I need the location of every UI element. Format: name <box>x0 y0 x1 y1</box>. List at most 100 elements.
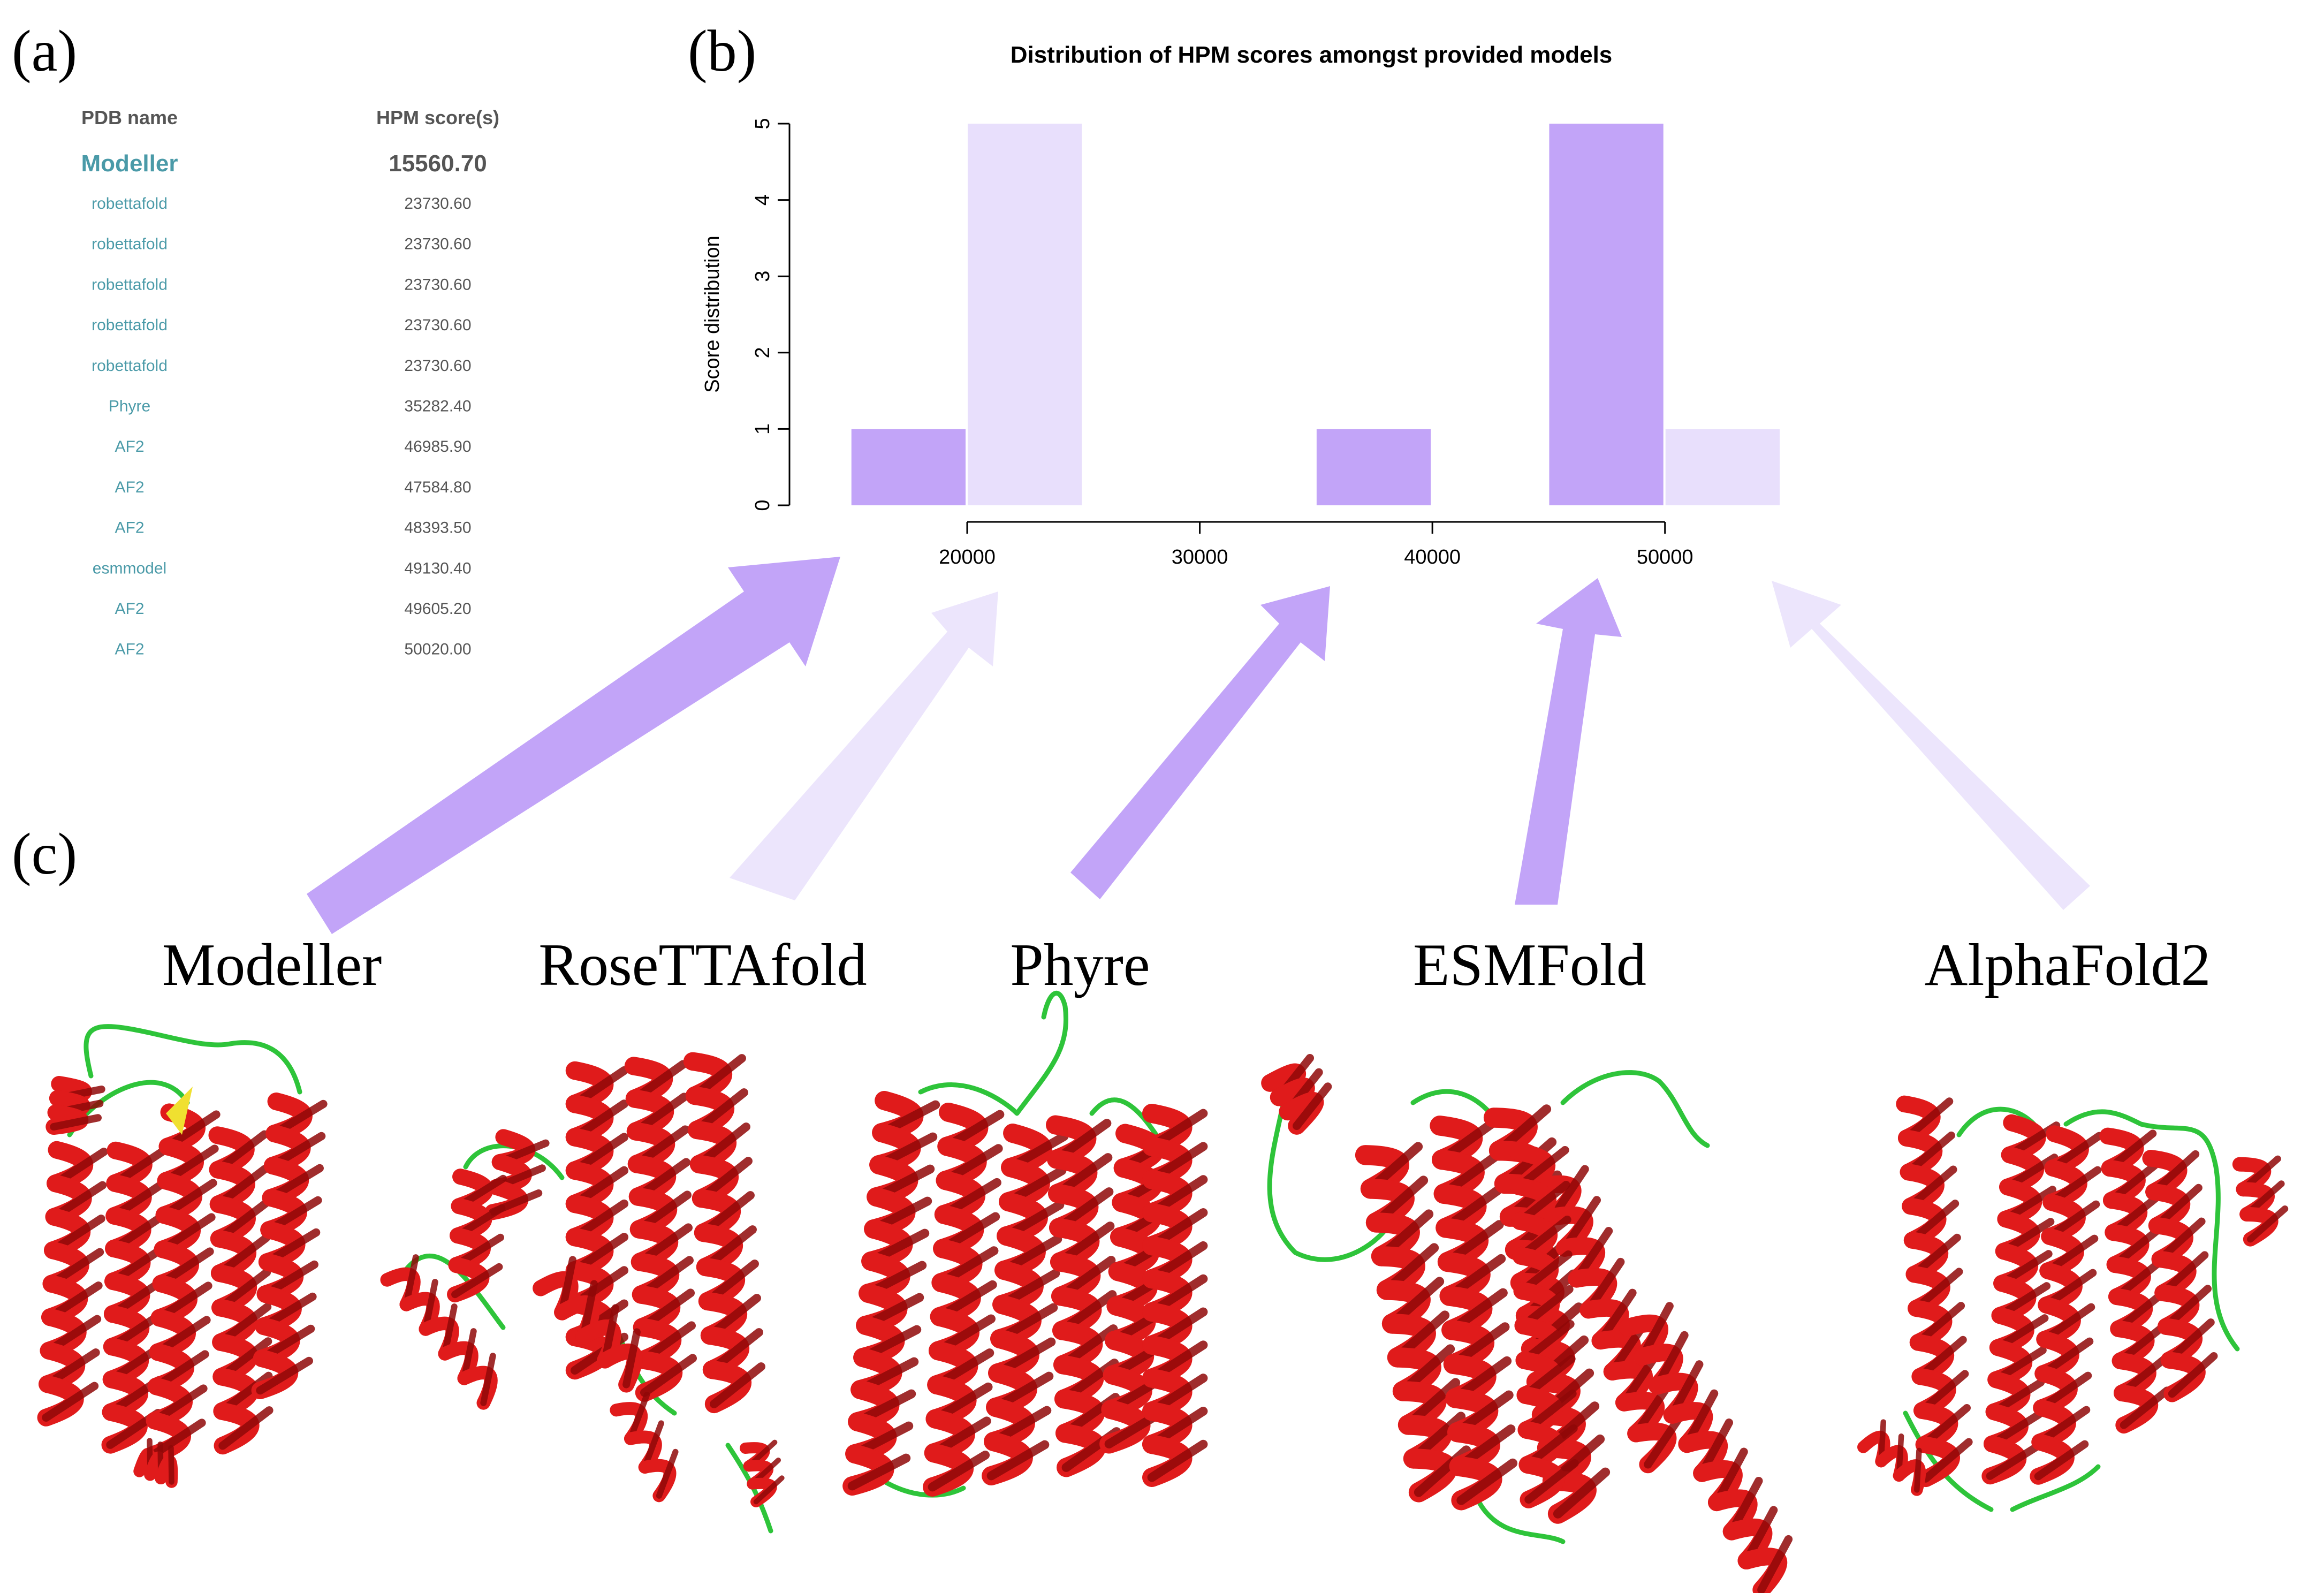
helix-ribbon <box>533 1256 643 1393</box>
helix-ribbon <box>101 1141 167 1454</box>
helix-ribbon <box>133 1438 178 1488</box>
helix-ribbon <box>208 1126 274 1455</box>
table-row-name: robettafold <box>92 276 168 293</box>
panel-label-b: (b) <box>688 18 756 84</box>
helix-ribbon <box>144 1103 221 1464</box>
loop-segment <box>1903 1106 2240 1512</box>
helix-back <box>1644 1412 1684 1469</box>
table-row-score: 50020.00 <box>404 641 471 658</box>
helix-back <box>256 1356 313 1395</box>
x-tick-label: 30000 <box>1172 546 1228 568</box>
table-row-name: Modeller <box>81 150 178 177</box>
helix-back <box>50 1114 102 1131</box>
helix-back <box>42 1382 99 1422</box>
helix-back <box>2120 1386 2171 1429</box>
table-row-name: AF2 <box>115 641 144 658</box>
helix-back <box>1986 1443 2041 1480</box>
table-row-name: AF2 <box>115 479 144 496</box>
helix-ribbon <box>1142 1104 1208 1487</box>
y-tick-label: 5 <box>751 118 774 129</box>
arrow-rosettafold <box>730 591 998 900</box>
x-tick-label: 20000 <box>939 546 996 568</box>
y-tick-label: 3 <box>751 271 774 282</box>
structure-esmfold <box>1261 1053 1793 1593</box>
y-tick-label: 0 <box>751 499 774 511</box>
helix-back <box>627 1392 650 1442</box>
helix-back <box>847 1453 911 1491</box>
table-row-score: 23730.60 <box>404 195 471 213</box>
helix-ribbon <box>1355 1142 1471 1503</box>
helix-ribbon <box>842 1091 940 1496</box>
x-tick-label: 40000 <box>1404 546 1461 568</box>
helix-back <box>642 1420 664 1470</box>
table-row-score: 49130.40 <box>404 559 471 577</box>
table-row-score: 23730.60 <box>404 316 471 334</box>
helix-back <box>2168 1352 2218 1398</box>
histogram-bar <box>1316 429 1431 505</box>
helix-ribbon <box>1430 1116 1518 1511</box>
strand-arrow <box>166 1087 193 1135</box>
helix-ribbon <box>923 1102 1005 1497</box>
helix-ribbon <box>2099 1127 2171 1434</box>
arrow-phyre <box>1070 586 1330 899</box>
helix-back <box>218 1406 274 1450</box>
table-row-name: AF2 <box>115 519 144 537</box>
y-axis-label: Score distribution <box>701 236 724 393</box>
hpm-score-table: PDB name HPM score(s) Modeller 15560.70 ro… <box>81 107 499 658</box>
table-header-hpm-score: HPM score(s) <box>376 107 499 128</box>
structure-rosettafold <box>380 1052 785 1534</box>
table-row-name: robettafold <box>92 357 168 375</box>
helix-back <box>1292 1082 1332 1131</box>
chart-title: Distribution of HPM scores amongst provi… <box>1011 42 1613 68</box>
table-row-score: 48393.50 <box>404 519 471 537</box>
helix-ribbon <box>2030 1125 2103 1485</box>
structure-alphafold2 <box>1857 1095 2289 1512</box>
helix-back <box>1553 1467 1611 1519</box>
table-row-name: Phyre <box>109 398 150 415</box>
model-label-alphafold2: AlphaFold2 <box>1924 932 2211 998</box>
helix-back <box>656 1448 679 1499</box>
loop-segment <box>875 991 1159 1498</box>
helix-back <box>986 1440 1050 1481</box>
helix-ribbon <box>45 1076 105 1135</box>
y-tick-label: 4 <box>751 194 774 206</box>
helix-back <box>2034 1440 2089 1481</box>
helix-ribbon <box>624 1057 697 1402</box>
histogram-bar <box>1549 124 1664 505</box>
helix-back <box>1147 1439 1208 1482</box>
model-label-esmfold: ESMFold <box>1413 932 1646 998</box>
helix-ribbon <box>1509 1142 1579 1508</box>
table-row-name: robettafold <box>92 195 168 213</box>
helix-back <box>640 1354 697 1397</box>
y-tick-label: 2 <box>751 347 774 358</box>
x-tick-label: 50000 <box>1637 546 1693 568</box>
mapping-arrows <box>307 557 2090 934</box>
table-row-score: 46985.90 <box>404 438 471 456</box>
helix-back <box>622 1328 641 1389</box>
helix-ribbon <box>1261 1053 1332 1135</box>
table-row-score: 47584.80 <box>404 479 471 496</box>
helix-back <box>1922 1438 1973 1483</box>
helix-ribbon <box>2142 1150 2218 1402</box>
panel-label-a: (a) <box>12 18 77 84</box>
table-header-pdb-name: PDB name <box>81 107 178 128</box>
histogram-bar <box>851 429 966 505</box>
helix-ribbon <box>1857 1419 1926 1496</box>
helix-ribbon <box>1619 1302 1793 1593</box>
model-label-modeller: Modeller <box>162 932 382 998</box>
table-row-score: 49605.20 <box>404 600 471 618</box>
panel-label-c: (c) <box>12 821 77 886</box>
table-row-name: robettafold <box>92 236 168 253</box>
table-row-score: 23730.60 <box>404 236 471 253</box>
structure-modeller <box>37 1024 328 1488</box>
table-row-score: 23730.60 <box>404 276 471 293</box>
table-row-score: 23730.60 <box>404 357 471 375</box>
helix-ribbon <box>1896 1095 1973 1488</box>
loop-segment <box>1267 1070 1710 1544</box>
y-axis: 0 1 2 3 4 5 <box>751 118 791 511</box>
helix-ribbon <box>1046 1115 1121 1477</box>
helix-back <box>1456 1458 1518 1505</box>
helix-back <box>2247 1205 2289 1243</box>
helix-back <box>1757 1535 1793 1593</box>
table-row-name: robettafold <box>92 316 168 334</box>
